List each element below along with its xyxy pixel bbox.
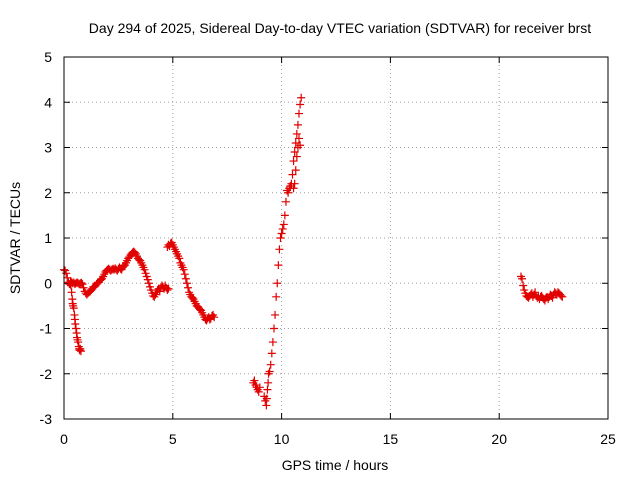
y-tick-label: -1 [40, 321, 53, 337]
data-point [71, 319, 80, 328]
data-point [267, 349, 276, 358]
data-point [290, 179, 299, 188]
data-point [293, 120, 302, 129]
data-point [210, 313, 219, 322]
data-point [280, 211, 289, 220]
y-tick-label: -2 [40, 366, 53, 382]
x-tick-label: 10 [274, 431, 290, 447]
data-point [518, 274, 527, 283]
data-point [291, 138, 300, 147]
data-point [288, 170, 297, 179]
data-point [519, 281, 528, 290]
data-point [290, 148, 299, 157]
data-point [263, 385, 272, 394]
data-point [254, 387, 263, 396]
data-point [67, 288, 76, 297]
x-tick-label: 20 [491, 431, 507, 447]
y-tick-label: 3 [44, 140, 52, 156]
y-tick-label: 5 [44, 49, 52, 65]
data-point [74, 338, 83, 347]
data-point [275, 245, 284, 254]
data-point [289, 157, 298, 166]
data-point [296, 100, 305, 109]
data-point [262, 401, 271, 410]
data-point [557, 291, 566, 300]
data-point [292, 152, 301, 161]
y-axis-label: SDTVAR / TECUs [7, 182, 23, 294]
data-point [268, 338, 277, 347]
data-point [289, 184, 298, 193]
data-point [155, 287, 164, 296]
data-point [265, 367, 274, 376]
data-point [295, 134, 304, 143]
data-point [273, 279, 282, 288]
tick-labels: 0 5 10 15 20 25 -3 -2 -1 0 1 2 3 4 5 [40, 49, 616, 447]
data-point [175, 254, 184, 263]
data-point [272, 292, 281, 301]
data-point [264, 378, 273, 387]
data-point [69, 304, 78, 313]
data-point [295, 109, 304, 118]
data-point [284, 188, 293, 197]
data-point [182, 279, 191, 288]
data-point [79, 283, 88, 292]
data-point [277, 229, 286, 238]
x-tick-label: 5 [169, 431, 177, 447]
data-point [180, 270, 189, 279]
data-point [531, 288, 540, 297]
data-point [75, 346, 84, 355]
data-point [78, 280, 87, 289]
data-points [60, 93, 567, 410]
data-point [558, 292, 567, 301]
x-tick-label: 15 [383, 431, 399, 447]
data-point [181, 274, 190, 283]
data-point [274, 261, 283, 270]
data-point [292, 129, 301, 138]
data-point [184, 283, 193, 292]
data-point [266, 360, 275, 369]
data-point [250, 376, 259, 385]
data-point [164, 284, 173, 293]
data-point [269, 324, 278, 333]
data-point [281, 197, 290, 206]
plot-frame [63, 56, 609, 420]
data-point [278, 224, 287, 233]
x-tick-label: 0 [60, 431, 68, 447]
data-point [66, 281, 75, 290]
data-point [179, 265, 188, 274]
x-axis-label: GPS time / hours [282, 457, 389, 473]
data-point [163, 286, 172, 295]
data-point [140, 265, 149, 274]
data-point [291, 166, 300, 175]
grid [64, 57, 608, 419]
data-point [297, 93, 306, 102]
data-point [255, 383, 264, 392]
data-point [143, 275, 152, 284]
data-point [271, 310, 280, 319]
data-point [77, 278, 86, 287]
y-tick-label: 1 [44, 230, 52, 246]
data-point [144, 279, 153, 288]
data-point [296, 141, 305, 150]
x-tick-label: 25 [600, 431, 616, 447]
y-tick-label: 4 [44, 94, 52, 110]
y-tick-label: 0 [44, 275, 52, 291]
chart-title: Day 294 of 2025, Sidereal Day-to-day VTE… [89, 20, 591, 36]
data-point [262, 394, 271, 403]
data-point [276, 234, 285, 242]
data-point [279, 220, 288, 229]
data-point [76, 347, 85, 356]
data-point [71, 324, 80, 333]
y-tick-label: -3 [40, 411, 53, 427]
y-tick-label: 2 [44, 185, 52, 201]
